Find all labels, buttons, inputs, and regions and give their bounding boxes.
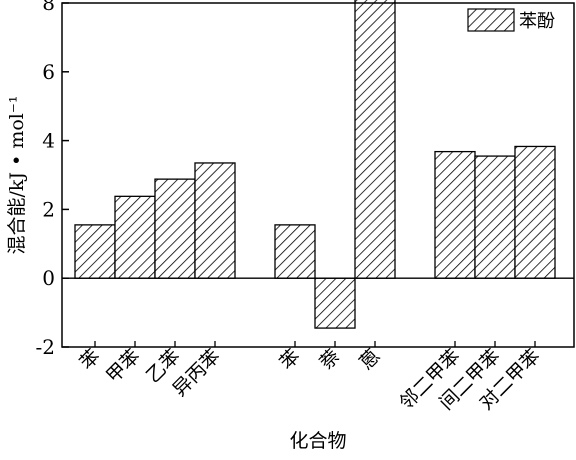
x-tick-label: 苯 — [276, 345, 305, 374]
bar — [114, 195, 156, 279]
bar — [274, 224, 316, 279]
x-tick-label: 甲苯 — [102, 345, 144, 387]
bar — [514, 145, 556, 279]
y-tick-label: 8 — [42, 0, 55, 15]
bar — [194, 162, 236, 279]
y-tick-label: 4 — [42, 129, 55, 153]
plot-frame — [61, 2, 575, 348]
axes-layer — [61, 2, 575, 348]
y-tick-label: 0 — [42, 266, 55, 290]
y-tick-label: -2 — [36, 335, 55, 359]
x-tick-label: 苯 — [76, 345, 105, 374]
bar — [314, 277, 356, 329]
y-tick-label: 2 — [42, 197, 55, 221]
bars-layer — [74, 0, 556, 329]
bar — [354, 0, 396, 279]
legend: 苯酚 — [467, 8, 555, 32]
x-tick-label: 蒽 — [356, 345, 385, 374]
y-axis-title: 混合能/kJ • mol⁻¹ — [6, 96, 28, 255]
x-axis-title: 化合物 — [289, 430, 346, 452]
x-tick-label: 萘 — [316, 345, 345, 374]
legend-label: 苯酚 — [519, 11, 555, 32]
bar — [74, 224, 116, 279]
bar — [154, 178, 196, 279]
bar — [434, 150, 476, 279]
legend-swatch — [467, 8, 515, 32]
y-tick-label: 6 — [42, 60, 55, 84]
bar — [474, 155, 516, 279]
